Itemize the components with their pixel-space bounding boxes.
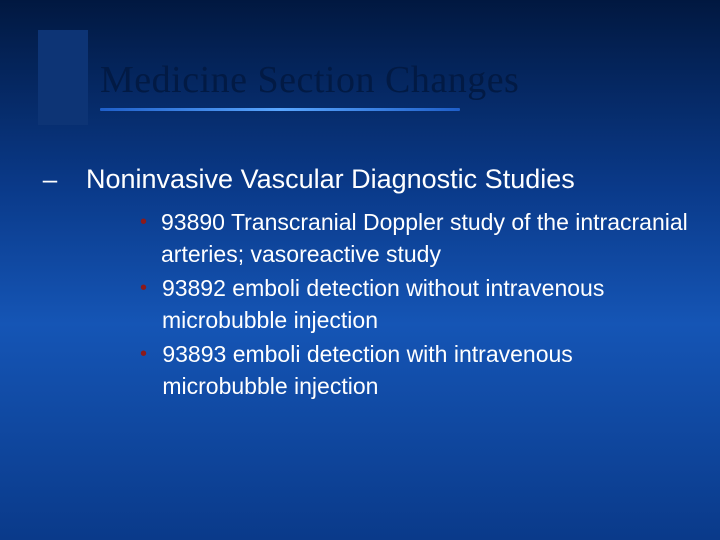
title-underline <box>100 108 460 111</box>
dot-bullet-icon: • <box>140 338 148 402</box>
dash-bullet: – <box>30 162 70 196</box>
level1-item: – Noninvasive Vascular Diagnostic Studie… <box>30 162 690 196</box>
dot-bullet-icon: • <box>140 206 147 270</box>
list-item: • 93890 Transcranial Doppler study of th… <box>140 206 690 270</box>
title-area: Medicine Section Changes <box>100 58 660 111</box>
list-item: • 93892 emboli detection without intrave… <box>140 272 690 336</box>
accent-block <box>38 30 88 125</box>
content-area: – Noninvasive Vascular Diagnostic Studie… <box>30 162 690 404</box>
list-item: • 93893 emboli detection with intravenou… <box>140 338 690 402</box>
list-item-text: 93890 Transcranial Doppler study of the … <box>161 206 690 270</box>
dot-bullet-icon: • <box>140 272 148 336</box>
level1-text: Noninvasive Vascular Diagnostic Studies <box>86 162 575 196</box>
list-item-text: 93893 emboli detection with intravenous … <box>162 338 690 402</box>
list-item-text: 93892 emboli detection without intraveno… <box>162 272 690 336</box>
level2-list: • 93890 Transcranial Doppler study of th… <box>140 206 690 402</box>
slide-title: Medicine Section Changes <box>100 58 660 102</box>
